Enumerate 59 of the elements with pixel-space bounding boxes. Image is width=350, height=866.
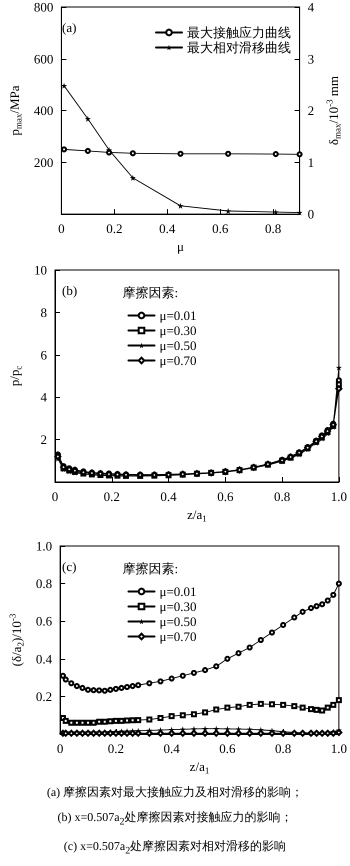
y-tick-label: 1.0	[36, 538, 52, 554]
legend-label: μ=0.01	[160, 584, 197, 599]
y-tick-label: 8	[40, 304, 47, 320]
x-tick-label: 0.6	[212, 221, 229, 236]
legend-label: μ=0.30	[160, 599, 197, 614]
x-tick-label: 0.4	[164, 741, 180, 756]
y-axis-title: pmax/MPa	[7, 85, 24, 136]
x-tick-label: 0.2	[108, 741, 124, 756]
legend-label: μ=0.70	[160, 353, 197, 368]
legend-label: 最大接触应力曲线	[187, 25, 291, 40]
y-tick-label: 400	[34, 103, 54, 118]
text: (a)	[62, 20, 76, 35]
x-tick-label: 0.6	[219, 741, 236, 756]
y-tick-label: 800	[34, 0, 54, 14]
x-tick-label: 0.2	[104, 489, 120, 504]
y-tick-label: 4	[40, 390, 48, 405]
y2-tick-label: 1	[308, 154, 314, 170]
x-tick-label: 0	[58, 221, 65, 236]
legend-label: μ=0.50	[160, 614, 197, 629]
x-tick-label: 0	[56, 741, 64, 756]
legend-label: μ=0.70	[160, 629, 197, 644]
x-tick-label: 0.4	[160, 489, 178, 504]
x-tick-label: 1.0	[330, 489, 347, 504]
text: (c) x=0.507a$_{2}$处摩擦因素对相对滑移的影响	[62, 838, 288, 859]
text: (c)	[62, 559, 76, 574]
x-tick-label: 0.8	[275, 741, 292, 756]
legend-label: μ=0.50	[160, 338, 197, 353]
x-tick-label: 0	[52, 489, 58, 504]
x-tick-label: 0.8	[274, 489, 290, 504]
y2-axis-title: δmax/10-3 mm	[324, 76, 342, 146]
x-tick-label: 0.6	[217, 489, 234, 504]
y-tick-label: 600	[34, 51, 54, 66]
y-tick-label: 10	[34, 262, 47, 278]
y-tick-label: 0.4	[36, 651, 53, 666]
text: (a) 摩擦因素对最大接触应力及相对滑移的影响；	[46, 784, 304, 801]
text: (b) x=0.507a$_{2}$处摩擦因素对接触应力的影响；	[56, 809, 294, 830]
x-axis-title: μ	[177, 239, 184, 254]
y2-tick-label: 0	[308, 206, 314, 222]
x-tick-label: 0.2	[106, 221, 122, 236]
y-tick-label: 0.2	[36, 688, 52, 704]
legend-label: μ=0.30	[160, 323, 197, 338]
y2-tick-label: 3	[308, 51, 314, 66]
text: (b)	[62, 283, 78, 298]
y-axis-title: p/pc	[7, 366, 24, 386]
legend-label: μ=0.01	[160, 308, 197, 323]
y-tick-label: 2	[40, 432, 47, 448]
x-tick-label: 0.4	[159, 221, 176, 236]
legend-title: 摩擦因素:	[122, 561, 178, 576]
y2-tick-label: 2	[308, 103, 314, 118]
y-tick-label: 6	[40, 347, 48, 362]
y-tick-label: 0.8	[36, 576, 52, 592]
y-tick-label: 0.6	[36, 614, 53, 629]
x-tick-label: 1.0	[330, 741, 347, 756]
y-tick-label: 200	[34, 154, 54, 170]
legend-title: 摩擦因素:	[122, 285, 178, 300]
y2-tick-label: 4	[308, 0, 315, 14]
y-axis-title: (δ/a2)/10-3	[8, 613, 26, 666]
legend-label: 最大相对滑移曲线	[187, 40, 291, 55]
x-tick-label: 0.8	[265, 221, 282, 236]
